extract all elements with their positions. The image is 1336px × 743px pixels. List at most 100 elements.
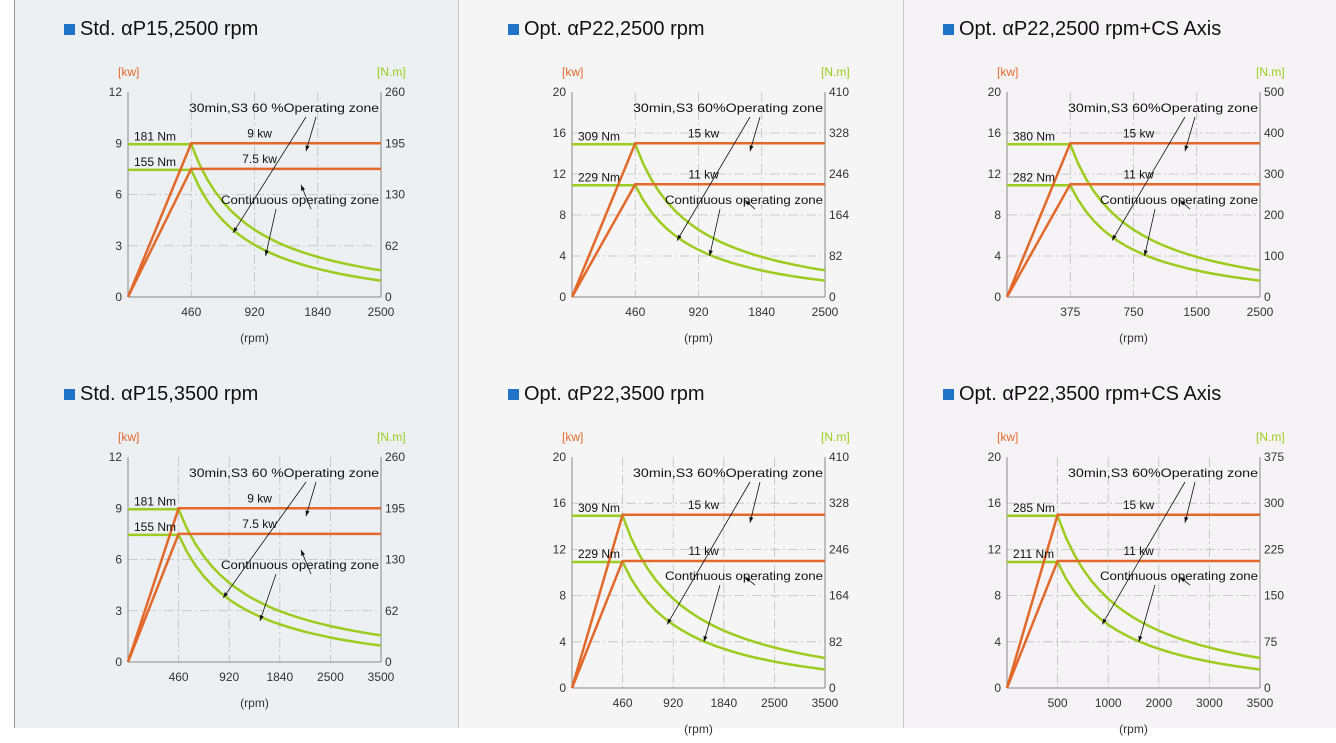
torque-curve-s3 — [128, 508, 382, 637]
x-tick-label: 1500 — [1183, 305, 1210, 319]
torque-curve-s3 — [1007, 514, 1261, 660]
y-axis-unit-right: [N.m] — [1256, 65, 1285, 79]
chart-panel-opt-3500-cs: Opt. αP22,3500 rpm+CS Axis [kw] [N.m] 0 4 8 1… — [943, 383, 1336, 743]
annotation-s3-zone: 30min,S3 60%Operating zone — [1068, 101, 1258, 115]
y2-tick-label: 75 — [1264, 635, 1278, 649]
x-tick-label: 3500 — [1247, 696, 1274, 710]
arrow-continuous-zone-torque-head — [264, 250, 269, 256]
y-tick-label: 16 — [553, 126, 567, 140]
y-tick-label: 20 — [988, 85, 1002, 99]
y-tick-label: 0 — [559, 290, 566, 304]
torque-label-continuous: 211 Nm — [1013, 547, 1054, 561]
torque-curve-continuous — [128, 533, 382, 647]
power-curve-s3 — [126, 507, 381, 663]
chart-panel-opt-3500: Opt. αP22,3500 rpm [kw] [N.m] 0 4 8 12 16 20 0 82… — [508, 383, 948, 743]
annotation-continuous-zone: Continuous operating zone — [665, 569, 823, 583]
power-curve-s3 — [1005, 142, 1260, 298]
power-label-s3: 9 kw — [247, 126, 272, 140]
y-tick-label: 0 — [994, 290, 1001, 304]
square-bullet-icon — [508, 389, 519, 400]
arrow-s3-zone-power-head — [667, 618, 672, 625]
x-axis-label: (rpm) — [1119, 722, 1148, 736]
x-axis-label: (rpm) — [684, 331, 713, 345]
arrow-s3-zone-power — [676, 116, 751, 241]
y-axis-unit-right: [N.m] — [821, 65, 850, 79]
y-tick-label: 16 — [553, 496, 567, 510]
y2-tick-label: 100 — [1264, 249, 1284, 263]
annotation-continuous-zone: Continuous operating zone — [1100, 569, 1258, 583]
figure-frame — [14, 0, 1335, 728]
column-opt — [458, 0, 903, 728]
y-tick-label: 20 — [553, 450, 567, 464]
y-axis-unit-left: [kw] — [562, 65, 583, 79]
column-std — [15, 0, 458, 728]
torque-label-continuous: 282 Nm — [1013, 170, 1055, 184]
y-tick-label: 9 — [115, 501, 122, 515]
y-tick-label: 12 — [109, 450, 123, 464]
x-tick-label: 500 — [1048, 696, 1068, 710]
y-axis-unit-left: [kw] — [997, 65, 1018, 79]
arrow-s3-zone-torque-head — [305, 145, 310, 152]
annotation-continuous-zone: Continuous operating zone — [1100, 193, 1258, 207]
chart-title: Opt. αP22,3500 rpm — [508, 383, 705, 406]
x-axis-label: (rpm) — [684, 722, 713, 736]
y-axis-unit-right: [N.m] — [377, 65, 406, 79]
y-tick-label: 4 — [994, 249, 1001, 263]
y-tick-label: 12 — [109, 85, 123, 99]
y-tick-label: 12 — [553, 542, 567, 556]
chart-panel-std-3500: Std. αP15,3500 rpm [kw] [N.m] 0 3 6 9 12 0 62 130… — [64, 383, 504, 743]
arrow-continuous-zone-torque-head — [1138, 635, 1143, 642]
arrow-continuous-zone-torque-head — [708, 250, 713, 256]
torque-label-s3: 380 Nm — [1013, 129, 1055, 143]
y-tick-label: 8 — [994, 208, 1001, 222]
power-curve-continuous — [1005, 559, 1260, 689]
power-label-continuous: 11 kw — [688, 167, 719, 181]
arrow-s3-zone-torque — [749, 116, 761, 152]
power-label-s3: 15 kw — [1123, 126, 1155, 140]
y-tick-label: 6 — [115, 188, 122, 202]
y2-tick-label: 246 — [829, 542, 849, 556]
arrow-s3-zone-power-head — [676, 234, 682, 241]
power-label-s3: 15 kw — [688, 498, 720, 512]
power-curve-s3 — [1005, 513, 1260, 689]
arrow-continuous-zone-power-head — [1180, 200, 1186, 206]
y2-tick-label: 82 — [829, 635, 843, 649]
x-tick-label: 920 — [663, 696, 683, 710]
y2-tick-label: 130 — [385, 188, 405, 202]
x-tick-label: 460 — [625, 305, 645, 319]
y2-tick-label: 410 — [829, 85, 849, 99]
chart-title-text: Opt. αP22,2500 rpm — [524, 18, 705, 40]
y-axis-unit-right: [N.m] — [377, 430, 406, 444]
y2-tick-label: 375 — [1264, 450, 1284, 464]
arrow-continuous-zone-torque — [265, 209, 277, 257]
torque-label-continuous: 229 Nm — [578, 170, 620, 184]
y2-tick-label: 164 — [829, 589, 849, 603]
chart-panel-opt-2500-cs: Opt. αP22,2500 rpm+CS Axis [kw] [N.m] 0 4 8 1… — [943, 18, 1336, 378]
y-axis-unit-right: [N.m] — [1256, 430, 1285, 444]
square-bullet-icon — [943, 389, 954, 400]
arrow-s3-zone-power-head — [223, 592, 229, 598]
power-label-s3: 9 kw — [247, 491, 272, 505]
y-axis-unit-left: [kw] — [118, 65, 139, 79]
power-curve-continuous — [126, 532, 381, 663]
arrow-s3-zone-power — [1101, 481, 1186, 625]
chart-title-text: Opt. αP22,2500 rpm+CS Axis — [959, 18, 1222, 40]
arrow-s3-zone-torque-head — [305, 510, 310, 517]
torque-curve-continuous — [572, 560, 826, 671]
annotation-continuous-zone: Continuous operating zone — [221, 558, 379, 572]
arrow-continuous-zone-torque — [1138, 584, 1156, 642]
y2-tick-label: 195 — [385, 501, 405, 515]
x-tick-label: 460 — [181, 305, 201, 319]
x-tick-label: 3500 — [368, 670, 395, 684]
torque-label-s3: 309 Nm — [578, 129, 620, 143]
chart-title-text: Std. αP15,2500 rpm — [80, 18, 259, 40]
square-bullet-icon — [64, 24, 75, 35]
y-tick-label: 0 — [115, 655, 122, 669]
arrow-s3-zone-torque-head — [749, 516, 754, 523]
y-tick-label: 4 — [994, 635, 1001, 649]
power-label-continuous: 7.5 kw — [242, 517, 277, 531]
y-tick-label: 12 — [553, 167, 567, 181]
torque-label-s3: 285 Nm — [1013, 501, 1055, 515]
x-tick-label: 750 — [1123, 305, 1143, 319]
torque-curve-s3 — [128, 143, 382, 272]
